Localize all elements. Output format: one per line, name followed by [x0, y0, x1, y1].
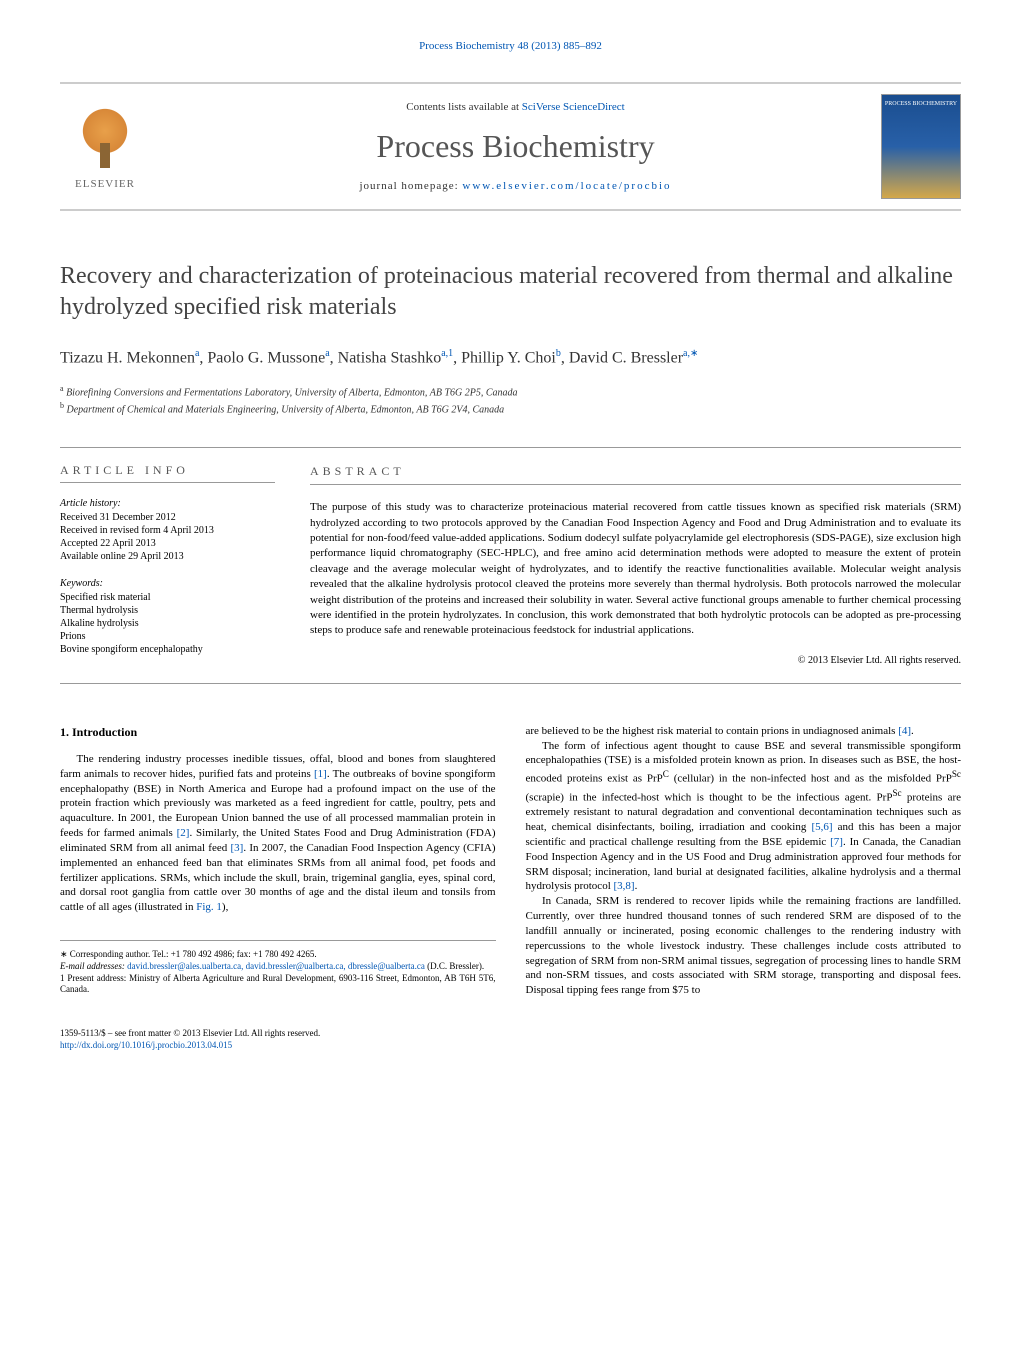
- keyword-item: Prions: [60, 630, 275, 643]
- journal-name: Process Biochemistry: [150, 128, 881, 165]
- info-abstract-block: article info Article history: Received 3…: [60, 447, 961, 683]
- column-right: are believed to be the highest risk mate…: [526, 724, 962, 999]
- journal-homepage: journal homepage: www.elsevier.com/locat…: [150, 180, 881, 192]
- paragraph: In Canada, SRM is rendered to recover li…: [526, 894, 962, 998]
- sciencedirect-link[interactable]: SciVerse ScienceDirect: [522, 101, 625, 113]
- footnote-email: E-mail addresses: david.bressler@ales.ua…: [60, 961, 496, 973]
- journal-cover-thumbnail[interactable]: [881, 94, 961, 199]
- affiliation-a: a Biorefining Conversions and Fermentati…: [60, 383, 961, 400]
- elsevier-tree-icon: [70, 103, 140, 173]
- publisher-name: ELSEVIER: [75, 178, 135, 190]
- homepage-prefix: journal homepage:: [359, 180, 462, 192]
- history-accepted: Accepted 22 April 2013: [60, 537, 275, 550]
- keyword-item: Thermal hydrolysis: [60, 604, 275, 617]
- footnotes: ∗ Corresponding author. Tel.: +1 780 492…: [60, 940, 496, 996]
- section-heading-intro: 1. Introduction: [60, 724, 496, 740]
- affiliation-b: b Department of Chemical and Materials E…: [60, 400, 961, 417]
- article-title: Recovery and characterization of protein…: [60, 261, 961, 323]
- abstract-label: abstract: [310, 463, 961, 485]
- keyword-item: Specified risk material: [60, 591, 275, 604]
- contents-available: Contents lists available at SciVerse Sci…: [150, 101, 881, 113]
- homepage-link[interactable]: www.elsevier.com/locate/procbio: [462, 180, 671, 192]
- abstract-text: The purpose of this study was to charact…: [310, 500, 961, 639]
- contents-prefix: Contents lists available at: [406, 101, 521, 113]
- email-link[interactable]: david.bressler@ales.ualberta.ca, david.b…: [127, 961, 425, 971]
- authors-list: Tizazu H. Mekonnena, Paolo G. Mussonea, …: [60, 348, 961, 367]
- history-label: Article history:: [60, 498, 275, 509]
- issn-line: 1359-5113/$ – see front matter © 2013 El…: [60, 1028, 961, 1040]
- email-label: E-mail addresses:: [60, 961, 127, 971]
- keyword-item: Bovine spongiform encephalopathy: [60, 643, 275, 656]
- history-received: Received 31 December 2012: [60, 511, 275, 524]
- email-owner: (D.C. Bressler).: [425, 961, 484, 971]
- footnote-present-address: 1 Present address: Ministry of Alberta A…: [60, 973, 496, 996]
- affiliations: a Biorefining Conversions and Fermentati…: [60, 383, 961, 418]
- publisher-logo[interactable]: ELSEVIER: [60, 97, 150, 197]
- body-columns: 1. Introduction The rendering industry p…: [60, 724, 961, 999]
- abstract: abstract The purpose of this study was t…: [290, 448, 961, 682]
- keywords-list: Specified risk materialThermal hydrolysi…: [60, 591, 275, 656]
- paragraph: The rendering industry processes inedibl…: [60, 752, 496, 915]
- doi-link[interactable]: http://dx.doi.org/10.1016/j.procbio.2013…: [60, 1040, 232, 1050]
- footnote-corresponding: ∗ Corresponding author. Tel.: +1 780 492…: [60, 949, 496, 961]
- abstract-copyright: © 2013 Elsevier Ltd. All rights reserved…: [310, 654, 961, 668]
- paragraph: are believed to be the highest risk mate…: [526, 724, 962, 739]
- keywords-label: Keywords:: [60, 578, 275, 589]
- paragraph: The form of infectious agent thought to …: [526, 739, 962, 895]
- header-center: Contents lists available at SciVerse Sci…: [150, 101, 881, 192]
- article-info-label: article info: [60, 463, 275, 483]
- footer-meta: 1359-5113/$ – see front matter © 2013 El…: [60, 1028, 961, 1051]
- journal-header: ELSEVIER Contents lists available at Sci…: [60, 82, 961, 211]
- history-revised: Received in revised form 4 April 2013: [60, 524, 275, 537]
- keyword-item: Alkaline hydrolysis: [60, 617, 275, 630]
- column-left: 1. Introduction The rendering industry p…: [60, 724, 496, 999]
- history-online: Available online 29 April 2013: [60, 550, 275, 563]
- journal-reference: Process Biochemistry 48 (2013) 885–892: [60, 40, 961, 52]
- article-info: article info Article history: Received 3…: [60, 448, 290, 682]
